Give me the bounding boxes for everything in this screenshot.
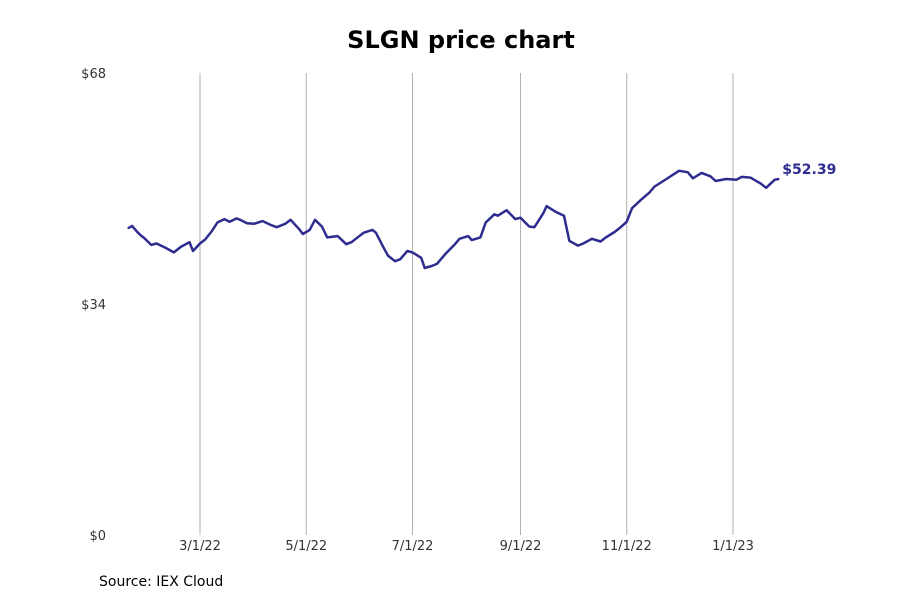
- y-axis-tick-labels: $0 $34 $68: [81, 67, 106, 544]
- x-axis-tick-labels: 3/1/22 5/1/22 7/1/22 9/1/22 11/1/22 1/1/23: [179, 539, 754, 554]
- x-tick-label: 9/1/22: [500, 539, 542, 554]
- y-tick-label: $68: [81, 67, 106, 82]
- chart-title: SLGN price chart: [347, 26, 575, 54]
- last-price-label: $52.39: [782, 162, 836, 178]
- x-tick-label: 11/1/22: [602, 539, 652, 554]
- source-note: Source: IEX Cloud: [99, 574, 224, 590]
- vertical-gridlines: [199, 73, 734, 535]
- x-tick-label: 3/1/22: [179, 539, 221, 554]
- y-tick-label: $0: [89, 529, 106, 544]
- price-series-line: [127, 169, 780, 270]
- x-tick-label: 1/1/23: [712, 539, 754, 554]
- x-tick-label: 7/1/22: [392, 539, 434, 554]
- y-tick-label: $34: [81, 298, 106, 313]
- x-tick-label: 5/1/22: [285, 539, 327, 554]
